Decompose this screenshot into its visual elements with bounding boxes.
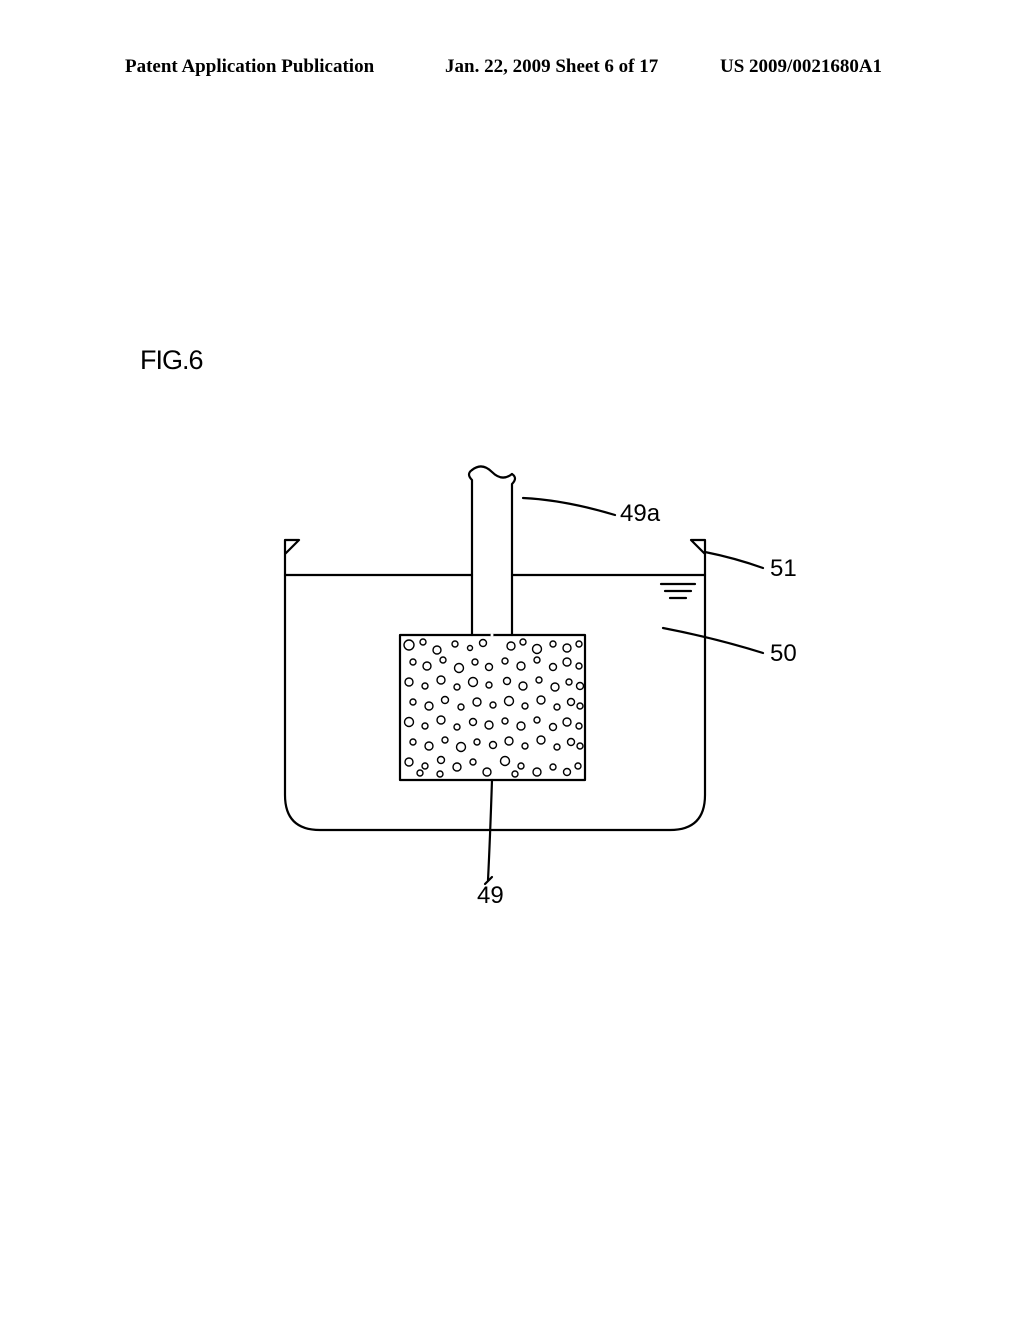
container-outline [285, 540, 705, 830]
pores [404, 639, 584, 777]
patent-diagram: 49a 51 50 49 [265, 460, 795, 940]
rod-right-side [512, 474, 515, 635]
header-left: Patent Application Publication [125, 56, 374, 78]
header-right: US 2009/0021680A1 [720, 56, 882, 78]
ref-51: 51 [770, 555, 797, 583]
leader-49a [523, 498, 615, 515]
ref-49a: 49a [620, 500, 660, 528]
rod-top-break [472, 466, 512, 477]
ref-49: 49 [477, 882, 504, 910]
diagram-svg [265, 460, 795, 940]
leader-51 [705, 552, 763, 568]
leader-50 [663, 628, 763, 653]
figure-label: FIG.6 [140, 345, 203, 376]
rod-left-side [469, 470, 472, 635]
ref-50: 50 [770, 640, 797, 668]
header-center: Jan. 22, 2009 Sheet 6 of 17 [445, 56, 658, 78]
